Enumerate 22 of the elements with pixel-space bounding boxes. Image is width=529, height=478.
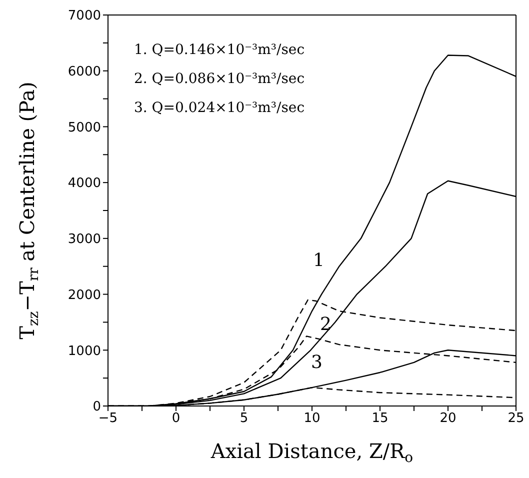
y-tick-label: 6000 bbox=[68, 64, 101, 80]
annotation: 1. Q=0.146×10⁻³m³/sec bbox=[134, 41, 305, 60]
x-tick-label: −5 bbox=[98, 411, 118, 426]
x-tick-label: 15 bbox=[372, 411, 388, 426]
annotation: 3 bbox=[311, 352, 322, 373]
annotation: 3. Q=0.024×10⁻³m³/sec bbox=[134, 99, 305, 118]
y-tick-label: 7000 bbox=[68, 8, 101, 24]
annotation: 2. Q=0.086×10⁻³m³/sec bbox=[134, 70, 305, 89]
annotation: 1 bbox=[313, 250, 324, 271]
x-tick-label: 10 bbox=[304, 411, 320, 426]
x-axis-title: Axial Distance, Z/R$_{o}$ bbox=[210, 439, 414, 466]
y-tick-label: 5000 bbox=[68, 120, 101, 136]
x-tick-label: 0 bbox=[172, 411, 180, 426]
y-tick-label: 1000 bbox=[68, 344, 101, 359]
x-tick-label: 20 bbox=[440, 411, 456, 426]
x-tick-label: 25 bbox=[508, 411, 524, 426]
y-tick-label: 2000 bbox=[68, 288, 101, 303]
annotation: 2 bbox=[320, 314, 332, 335]
x-tick-label: 5 bbox=[240, 411, 248, 426]
y-tick-label: 0 bbox=[92, 400, 101, 415]
y-tick-label: 4000 bbox=[68, 176, 101, 192]
y-tick-label: 3000 bbox=[68, 232, 101, 248]
